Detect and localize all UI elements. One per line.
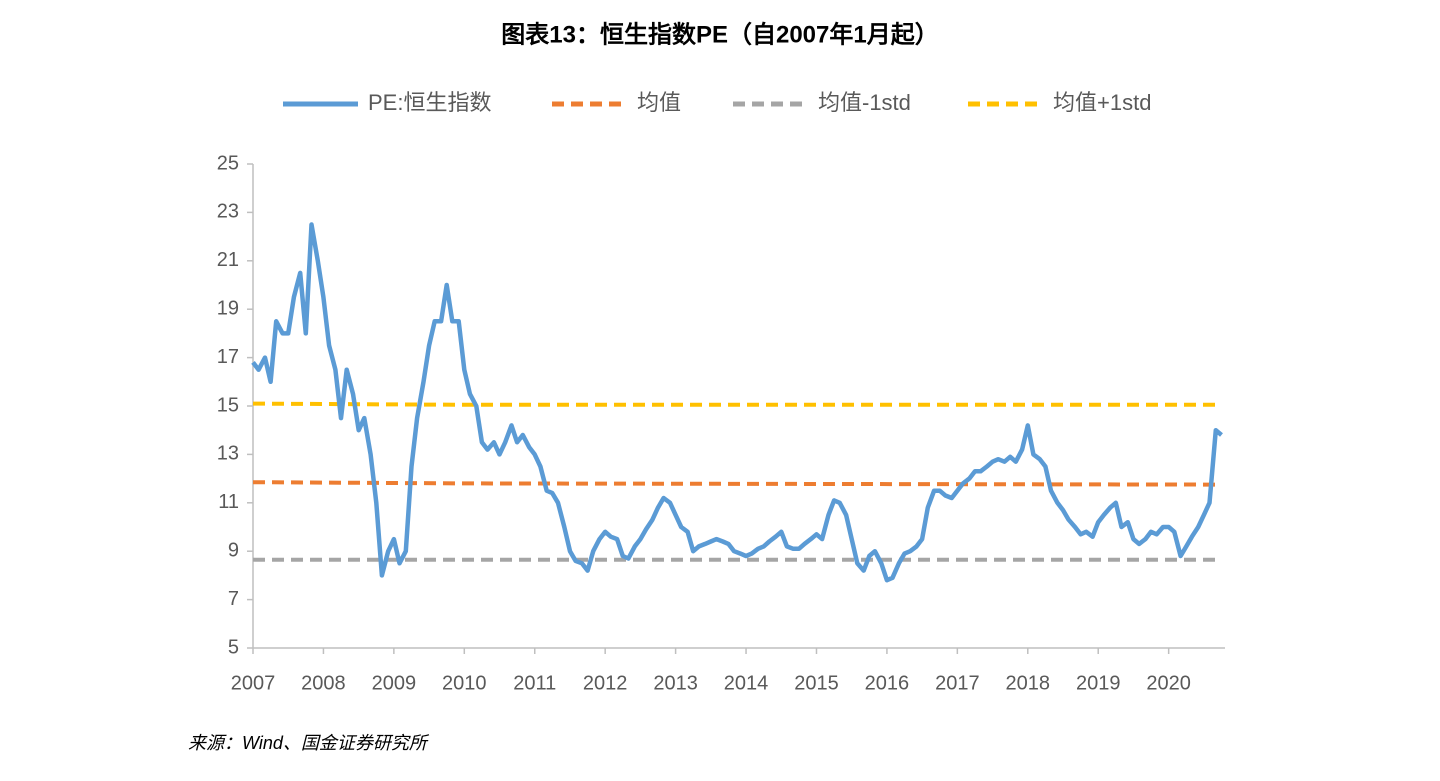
x-tick-label: 2018 [1006, 672, 1051, 694]
x-tick-label: 2016 [865, 672, 910, 694]
x-tick-label: 2019 [1076, 672, 1121, 694]
y-tick-label: 7 [228, 588, 239, 610]
source: 来源：Wind、国金证券研究所 [188, 733, 430, 753]
y-tick-label: 17 [217, 346, 239, 368]
x-tick-label: 2013 [653, 672, 698, 694]
chart-title: 图表13：恒生指数PE（自2007年1月起） [501, 20, 938, 48]
y-tick-label: 15 [217, 394, 239, 416]
x-tick-label: 2012 [583, 672, 628, 694]
y-tick-label: 9 [228, 539, 239, 561]
y-tick-label: 25 [217, 152, 239, 174]
x-tick-label: 2007 [231, 672, 276, 694]
y-tick-label: 11 [218, 491, 239, 513]
series-line [252, 401, 1222, 407]
x-tick-label: 2009 [372, 672, 417, 694]
x-tick-label: 2011 [513, 672, 556, 694]
legend-label: 均值-1std [818, 90, 911, 115]
legend-label: 均值 [637, 90, 681, 115]
x-tick-label: 2020 [1146, 672, 1191, 694]
y-tick-label: 21 [217, 249, 239, 271]
x-tick-label: 2015 [794, 672, 839, 694]
series-line [252, 480, 1222, 487]
y-tick-label: 23 [217, 201, 239, 223]
x-tick-label: 2014 [724, 672, 769, 694]
x-tick-label: 2017 [935, 672, 980, 694]
y-tick-label: 13 [217, 443, 239, 465]
y-tick-label: 5 [228, 636, 239, 658]
series-line [251, 222, 1223, 583]
x-tick-label: 2008 [301, 672, 346, 694]
x-tick-label: 2010 [442, 672, 487, 694]
y-tick-label: 19 [217, 297, 239, 319]
legend-label: PE:恒生指数 [368, 90, 491, 115]
legend-label: 均值+1std [1053, 90, 1151, 115]
